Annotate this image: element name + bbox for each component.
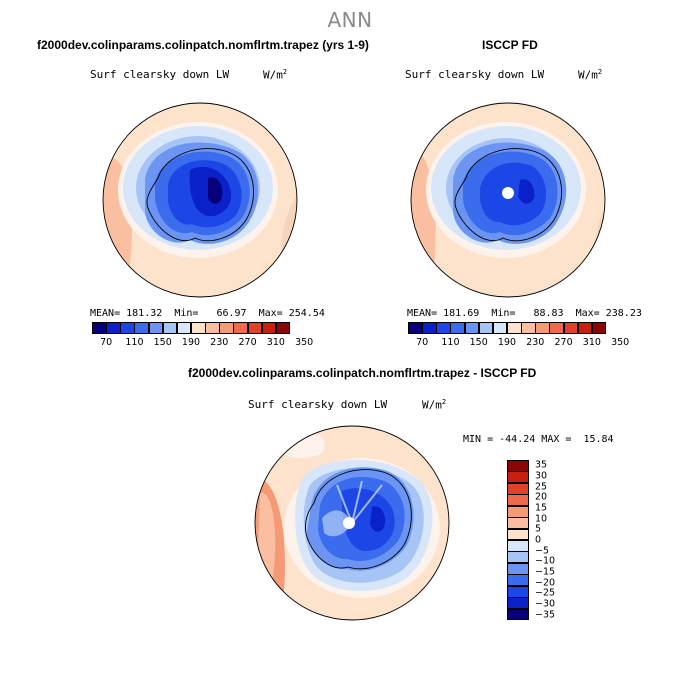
colorbar-cell	[507, 517, 529, 530]
colorbar-cell	[408, 322, 423, 334]
colorbar-cell	[521, 322, 536, 334]
colorbar-tick-label: 310	[266, 337, 285, 348]
colorbar-tick-label: 270	[238, 337, 257, 348]
colorbar-tick-label: 350	[611, 337, 630, 348]
diff-polar-map	[254, 425, 450, 621]
diff-case-title: f2000dev.colinparams.colinpatch.nomflrtm…	[188, 366, 537, 380]
colorbar-tick-label: 110	[125, 337, 144, 348]
colorbar-tick-label: 310	[582, 337, 601, 348]
colorbar-tick-label: 230	[526, 337, 545, 348]
colorbar-cell	[507, 540, 529, 552]
colorbar-cell	[422, 322, 437, 334]
colorbar-cell	[507, 551, 529, 564]
diff-colorbar	[507, 460, 529, 621]
colorbar-tick-label: 110	[441, 337, 460, 348]
colorbar-cell	[205, 322, 220, 334]
model-stats: MEAN= 181.32 Min= 66.97 Max= 254.54	[90, 308, 325, 319]
colorbar-cell	[478, 322, 494, 334]
colorbar-cell	[191, 322, 206, 334]
colorbar-cell	[507, 482, 529, 495]
model-variable-label: Surf clearsky down LW	[90, 68, 230, 81]
model-colorbar-ticks: 70 110 150 190 230 270 310 350	[92, 337, 313, 351]
diff-variable-label: Surf clearsky down LW	[248, 398, 388, 411]
colorbar-cell	[577, 322, 593, 334]
colorbar-cell	[176, 322, 192, 334]
obs-colorbar-ticks: 70 110 150 190 230 270 310 350	[408, 337, 629, 351]
colorbar-cell	[464, 322, 480, 334]
colorbar-tick-label: 5	[535, 523, 542, 535]
model-polar-map	[102, 102, 298, 298]
colorbar-tick-label: 30	[535, 470, 548, 482]
colorbar-tick-label: 350	[295, 337, 314, 348]
model-units-label: W/m2	[263, 68, 288, 82]
colorbar-cell	[507, 471, 529, 484]
colorbar-tick-label: 190	[181, 337, 201, 348]
colorbar-cell	[120, 322, 135, 334]
colorbar-cell	[535, 322, 550, 334]
colorbar-tick-label: 10	[535, 513, 548, 525]
diff-pole-hole	[343, 517, 355, 529]
colorbar-tick-label: 35	[535, 459, 548, 471]
colorbar-tick-label: 20	[535, 491, 548, 503]
obs-variable-label: Surf clearsky down LW	[405, 68, 545, 81]
colorbar-cell	[436, 322, 451, 334]
colorbar-cell	[247, 322, 263, 334]
colorbar-cell	[233, 322, 249, 334]
colorbar-tick-label: 150	[153, 337, 172, 348]
colorbar-cell	[507, 562, 529, 575]
colorbar-tick-label: −20	[535, 577, 556, 589]
diff-stats: MIN = -44.24 MAX = 15.84	[463, 434, 614, 445]
colorbar-tick-label: 0	[535, 534, 542, 546]
obs-case-title: ISCCP FD	[482, 38, 538, 52]
colorbar-tick-label: −10	[535, 555, 556, 567]
page-title: ANN	[327, 8, 373, 32]
colorbar-tick-label: 70	[416, 337, 429, 348]
colorbar-cell	[507, 460, 529, 472]
colorbar-cell	[492, 322, 508, 334]
colorbar-cell	[507, 494, 529, 507]
colorbar-cell	[507, 585, 529, 598]
colorbar-tick-label: 150	[469, 337, 488, 348]
colorbar-tick-label: −5	[535, 545, 550, 557]
obs-units-label: W/m2	[578, 68, 603, 82]
colorbar-cell	[134, 322, 150, 334]
colorbar-cell	[507, 322, 522, 334]
diff-units-label: W/m2	[422, 398, 447, 412]
colorbar-cell	[549, 322, 565, 334]
colorbar-tick-label: 25	[535, 481, 548, 493]
colorbar-cell	[162, 322, 178, 334]
colorbar-tick-label: −15	[535, 566, 556, 578]
diff-colorbar-ticks: 35 30 25 20 15 10 5 0 −5 −10 −15 −20 −25 −30 −35	[535, 460, 575, 620]
colorbar-cell	[148, 322, 164, 334]
colorbar-cell	[563, 322, 579, 334]
obs-stats: MEAN= 181.69 Min= 88.83 Max= 238.23	[407, 308, 642, 319]
colorbar-tick-label: 70	[100, 337, 113, 348]
obs-polar-map	[410, 102, 606, 298]
colorbar-cell	[507, 574, 529, 587]
colorbar-cell	[450, 322, 466, 334]
colorbar-tick-label: 230	[210, 337, 229, 348]
model-colorbar	[92, 322, 291, 334]
colorbar-tick-label: 190	[497, 337, 517, 348]
colorbar-cell	[507, 597, 529, 610]
colorbar-tick-label: 15	[535, 502, 548, 514]
colorbar-cell	[507, 528, 529, 541]
obs-pole-hole	[502, 187, 514, 199]
colorbar-tick-label: 270	[554, 337, 573, 348]
colorbar-tick-label: −25	[535, 587, 556, 599]
colorbar-cell	[261, 322, 277, 334]
colorbar-tick-label: −35	[535, 609, 556, 621]
obs-colorbar	[408, 322, 607, 334]
colorbar-cell	[591, 322, 607, 334]
colorbar-cell	[275, 322, 291, 334]
colorbar-cell	[219, 322, 234, 334]
model-case-title: f2000dev.colinparams.colinpatch.nomflrtm…	[37, 38, 369, 52]
colorbar-cell	[507, 608, 529, 621]
colorbar-tick-label: −30	[535, 598, 556, 610]
colorbar-cell	[106, 322, 121, 334]
colorbar-cell	[507, 505, 529, 518]
colorbar-cell	[92, 322, 107, 334]
